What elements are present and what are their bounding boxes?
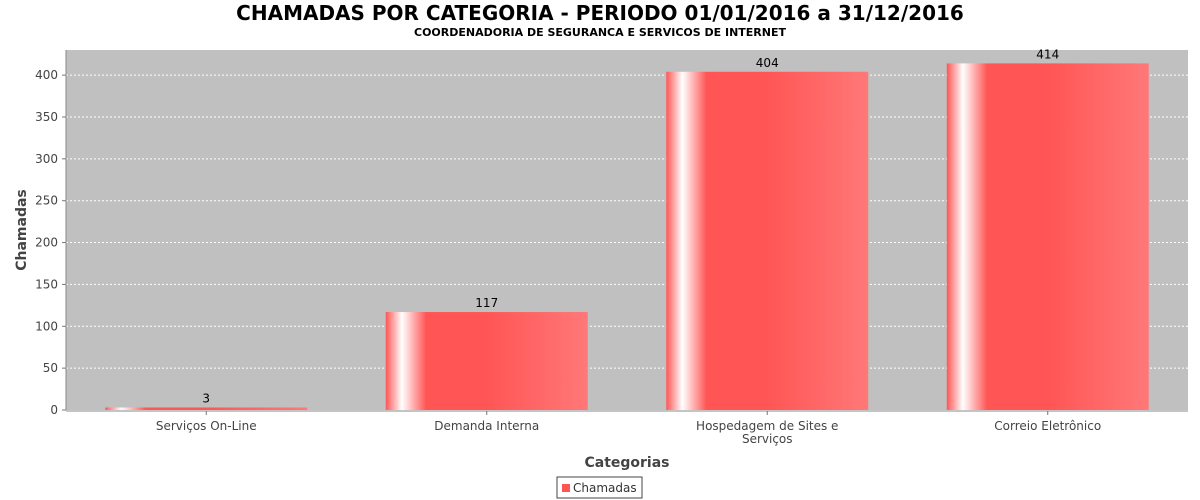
legend-entry-chamadas: Chamadas <box>573 481 637 495</box>
x-axis-title: Categorias <box>584 455 669 471</box>
bar <box>105 407 308 410</box>
legend-box <box>556 476 643 499</box>
grid-lines <box>66 74 1188 369</box>
y-tick-label: 50 <box>43 361 58 375</box>
x-tick-label: Correio Eletrônico <box>994 419 1101 433</box>
x-tick-label: Serviços On-Line <box>156 419 257 433</box>
chart-title: CHAMADAS POR CATEGORIA - PERIODO 01/01/2… <box>236 1 964 25</box>
y-tick-label: 0 <box>50 403 58 417</box>
y-tick-label: 300 <box>35 152 58 166</box>
data-label: 414 <box>1036 47 1059 61</box>
data-labels: 3 117 404 414 <box>202 47 1059 405</box>
bar <box>946 63 1149 410</box>
y-tick-label: 200 <box>35 236 58 250</box>
data-label: 404 <box>756 56 779 70</box>
data-label: 117 <box>475 296 498 310</box>
bar <box>666 71 869 410</box>
y-tick-label: 350 <box>35 110 58 124</box>
bar <box>385 312 588 410</box>
y-tick-label: 100 <box>35 319 58 333</box>
bars <box>105 63 1149 410</box>
y-tick-label: 150 <box>35 277 58 291</box>
x-category-labels: Serviços On-Line Demanda Interna Hospedage… <box>156 411 1101 446</box>
legend-swatch <box>562 484 570 492</box>
y-ticks: 0 50 100 150 200 250 300 350 400 <box>35 68 66 417</box>
axes <box>65 50 1188 412</box>
legend: Chamadas <box>556 476 643 499</box>
x-tick-label: Hospedagem de Sites e Serviços <box>696 419 838 446</box>
chart-subtitle: COORDENADORIA DE SEGURANCA E SERVICOS DE… <box>414 26 786 39</box>
x-tick-label: Demanda Interna <box>434 419 539 433</box>
y-tick-label: 250 <box>35 194 58 208</box>
y-tick-label: 400 <box>35 68 58 82</box>
data-label: 3 <box>202 391 210 405</box>
y-axis-title: Chamadas <box>14 189 30 271</box>
